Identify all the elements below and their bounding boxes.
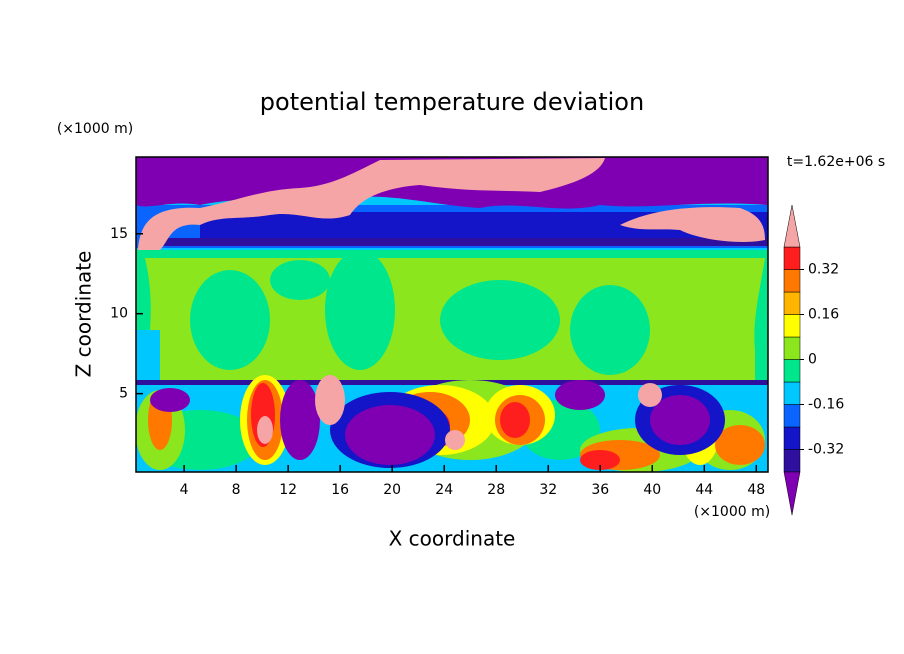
contour-region: [570, 285, 650, 375]
y-tick-label: 15: [110, 226, 128, 242]
x-tick-label: 8: [232, 482, 241, 498]
x-unit: (×1000 m): [694, 504, 770, 520]
contour-region: [136, 330, 160, 380]
contour-region: [280, 380, 320, 460]
colorbar-tick-label: 0.16: [808, 307, 839, 323]
contour-region: [650, 395, 710, 445]
y-axis-title: Z coordinate: [72, 251, 96, 378]
x-tick-label: 44: [695, 482, 713, 498]
colorbar-box: [783, 426, 801, 450]
contour-region: [345, 405, 435, 465]
colorbar-box: [783, 359, 801, 383]
contour-region: [140, 238, 768, 246]
colorbar-arrow-low: [783, 471, 801, 516]
x-tick-label: 16: [331, 482, 349, 498]
contour-region: [445, 430, 465, 450]
contour-region: [270, 260, 330, 300]
colorbar-box: [783, 246, 801, 270]
colorbar-box: [783, 336, 801, 360]
colorbar-arrow-high: [783, 204, 801, 248]
contour-region: [315, 375, 345, 425]
chart-title: potential temperature deviation: [260, 88, 644, 116]
colorbar-tick-label: 0: [808, 352, 817, 368]
x-tick-label: 40: [643, 482, 661, 498]
colorbar-box: [783, 449, 801, 473]
contour-region: [257, 416, 273, 444]
colorbar-tick-label: -0.32: [808, 442, 844, 458]
contour-region: [150, 388, 190, 412]
colorbar-box: [783, 269, 801, 293]
colorbar-box: [783, 314, 801, 338]
colorbar-tick-label: -0.16: [808, 397, 844, 413]
colorbar-box: [783, 404, 801, 428]
x-tick-label: 24: [435, 482, 453, 498]
colorbar-tick-label: 0.32: [808, 262, 839, 278]
contour-region: [190, 270, 270, 370]
x-tick-label: 20: [383, 482, 401, 498]
x-axis-title: X coordinate: [389, 527, 516, 551]
contour-region: [580, 450, 620, 470]
y-unit: (×1000 m): [57, 121, 133, 137]
x-tick-label: 4: [180, 482, 189, 498]
x-tick-label: 12: [279, 482, 297, 498]
plot-frame: [135, 156, 769, 473]
contour-region: [325, 250, 395, 370]
contour-region: [138, 158, 605, 250]
colorbar-box: [783, 381, 801, 405]
contour-region: [620, 207, 765, 242]
contour-region: [555, 380, 605, 410]
x-tick-label: 28: [487, 482, 505, 498]
x-tick-label: 48: [747, 482, 765, 498]
y-tick-label: 10: [110, 306, 128, 322]
y-tick-label: 5: [119, 386, 128, 402]
contour-region: [500, 402, 530, 438]
contour-field: [136, 157, 768, 472]
contour-region: [638, 383, 662, 407]
contour-region: [440, 280, 560, 360]
x-tick-label: 36: [591, 482, 609, 498]
contour-region: [715, 425, 765, 465]
x-tick-label: 32: [539, 482, 557, 498]
time-label: t=1.62e+06 s: [787, 154, 885, 170]
colorbar-box: [783, 291, 801, 315]
